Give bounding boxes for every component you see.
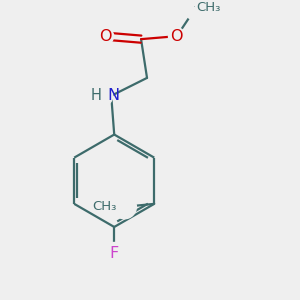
Text: N: N bbox=[108, 88, 120, 103]
Text: F: F bbox=[110, 246, 119, 261]
Text: H: H bbox=[90, 88, 101, 103]
Text: CH₃: CH₃ bbox=[93, 200, 117, 213]
Circle shape bbox=[92, 85, 113, 106]
Circle shape bbox=[184, 0, 205, 20]
Circle shape bbox=[112, 195, 136, 219]
Text: O: O bbox=[171, 29, 183, 44]
Circle shape bbox=[97, 28, 114, 44]
Circle shape bbox=[106, 242, 123, 259]
Text: O: O bbox=[194, 6, 195, 7]
Text: O: O bbox=[99, 29, 112, 44]
Text: CH₃: CH₃ bbox=[196, 1, 220, 14]
Circle shape bbox=[169, 28, 185, 44]
